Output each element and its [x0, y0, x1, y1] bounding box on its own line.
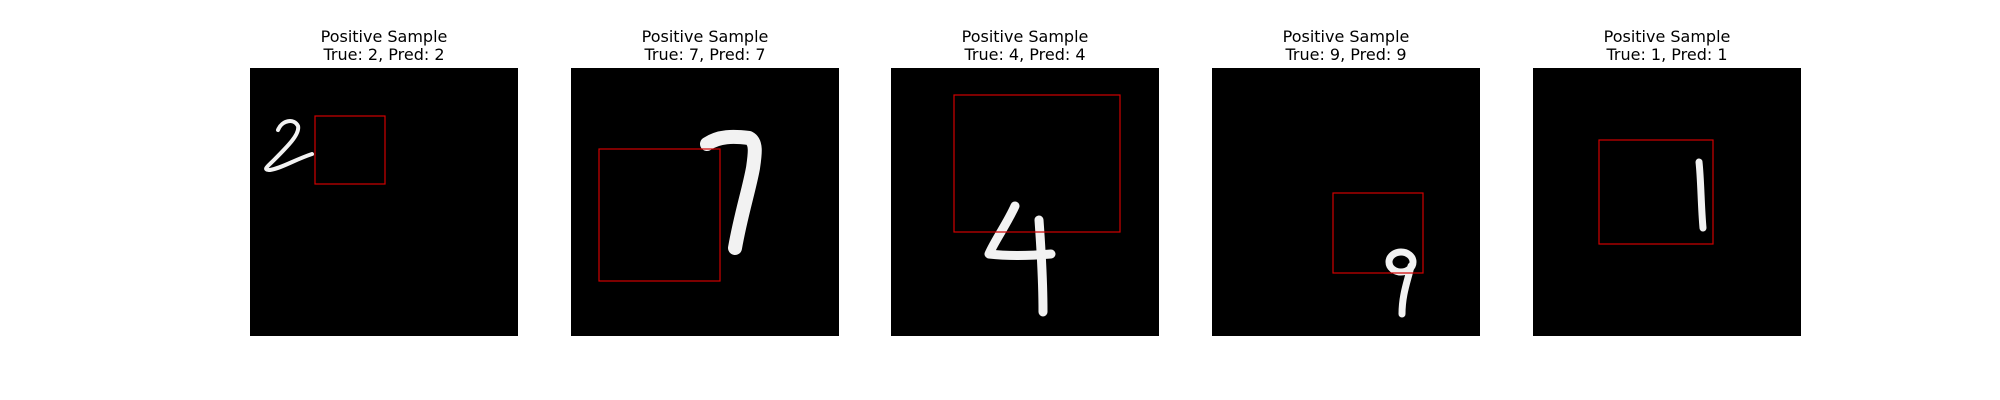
digit-stroke — [1398, 262, 1415, 318]
bounding-box — [1598, 139, 1714, 245]
digit-image — [250, 68, 518, 336]
panel-title: Positive Sample True: 9, Pred: 9 — [1172, 28, 1520, 64]
digit-image — [1533, 68, 1801, 336]
digit-image-svg — [953, 94, 1121, 317]
sample-panel-2: Positive Sample True: 7, Pred: 7 — [571, 0, 839, 400]
panel-title: Positive Sample True: 2, Pred: 2 — [210, 28, 558, 64]
panel-title-line: Positive Sample — [641, 27, 769, 46]
digit-stroke — [1385, 248, 1417, 276]
panel-subtitle-line: True: 4, Pred: 4 — [964, 45, 1086, 64]
panel-subtitle-line: True: 7, Pred: 7 — [644, 45, 766, 64]
panel-subtitle-line: True: 1, Pred: 1 — [1606, 45, 1728, 64]
digit-stroke — [984, 201, 1056, 260]
digit-stroke — [1695, 158, 1707, 232]
panel-title-line: Positive Sample — [1603, 27, 1731, 46]
panel-title-line: Positive Sample — [1282, 27, 1410, 46]
bounding-box — [598, 148, 721, 282]
sample-panel-4: Positive Sample True: 9, Pred: 9 — [1212, 0, 1480, 400]
digit-image-svg — [264, 115, 386, 185]
digit-stroke — [700, 129, 762, 255]
bounding-box — [314, 115, 386, 185]
bounding-box — [1332, 192, 1424, 274]
digit-image-svg — [1598, 139, 1714, 245]
panel-subtitle-line: True: 9, Pred: 9 — [1285, 45, 1407, 64]
panel-subtitle-line: True: 2, Pred: 2 — [323, 45, 445, 64]
panel-title: Positive Sample True: 4, Pred: 4 — [851, 28, 1199, 64]
sample-panel-3: Positive Sample True: 4, Pred: 4 — [891, 0, 1159, 400]
digit-image-svg — [1332, 192, 1424, 318]
sample-panel-5: Positive Sample True: 1, Pred: 1 — [1533, 0, 1801, 400]
digit-stroke — [1034, 215, 1048, 317]
panel-title: Positive Sample True: 7, Pred: 7 — [531, 28, 879, 64]
sample-panel-1: Positive Sample True: 2, Pred: 2 — [250, 0, 518, 400]
bounding-box — [953, 94, 1121, 233]
panel-title-line: Positive Sample — [961, 27, 1089, 46]
digit-image — [571, 68, 839, 336]
panel-title: Positive Sample True: 1, Pred: 1 — [1493, 28, 1841, 64]
digit-image — [891, 68, 1159, 336]
panel-title-line: Positive Sample — [320, 27, 448, 46]
digit-stroke — [264, 119, 314, 172]
digit-image — [1212, 68, 1480, 336]
digit-image-svg — [598, 129, 762, 282]
